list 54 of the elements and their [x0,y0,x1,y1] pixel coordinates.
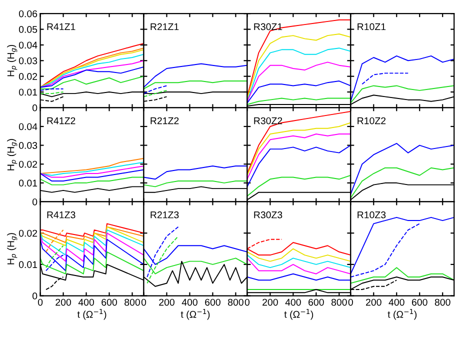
y-tick-label: 0 [32,292,38,300]
x-tick-label: 400 [285,298,301,306]
y-axis-title: H$_{p}$ (H$_{g}$) [7,44,18,76]
x-tick-label: 200 [262,298,278,306]
x-tick-label: 0 [348,298,353,306]
x-tick-label: 400 [388,298,404,306]
text: R10Z1 [358,23,386,30]
y-tick-label: 0.01 [18,88,38,96]
y-tick-label: 0 [32,198,38,206]
y-tick-label: 0.02 [18,230,38,237]
text: R30Z3 [254,211,282,218]
y-axis-title: H$_{p}$ (H$_{g}$) [7,139,18,170]
x-tick-label: 0 [244,298,250,306]
x-tick-label: 200 [159,298,174,306]
x-tick-label: 0 [141,298,146,306]
x-tick-label: 200 [366,298,382,306]
x-tick-label: 600 [102,298,117,306]
text: R41Z1 [47,23,76,30]
y-tick-label: 0.06 [18,10,38,18]
text: R41Z3 [47,211,76,218]
text: R41Z2 [47,117,76,124]
y-axis-title: H$_{p}$ (H$_{g}$) [7,233,18,264]
x-tick-label: 800 [124,298,140,306]
x-tick-label: 400 [182,298,198,306]
y-tick-label: 0.05 [18,26,38,33]
y-tick-label: 0.04 [18,123,38,130]
x-tick-label: 800 [331,298,347,306]
y-tick-label: 0.04 [18,42,38,49]
x-axis-title: t (Ω$^{−1}$) [180,309,210,320]
x-axis-title: t (Ω$^{−1}$) [77,309,106,320]
y-tick-label: 0.03 [18,57,38,64]
x-tick-label: 600 [205,298,220,306]
x-tick-label: 400 [78,298,94,306]
x-tick-label: 800 [434,298,450,306]
text: R10Z3 [358,211,386,218]
y-tick-label: 0.01 [18,180,38,187]
x-tick-label: 0 [38,298,43,306]
x-tick-label: 600 [412,298,428,306]
x-tick-label: 800 [228,298,244,306]
x-axis-title: t (Ω$^{−1}$) [284,309,314,320]
text: R30Z2 [254,117,282,124]
x-axis-title: t (Ω$^{−1}$) [388,309,417,320]
x-tick-label: 200 [56,298,72,306]
text: R21Z1 [150,23,179,30]
y-tick-label: 0.01 [18,261,38,268]
text: R21Z3 [150,211,179,218]
text: R10Z2 [358,117,386,124]
y-tick-label: 0 [32,104,38,112]
y-tick-label: 0.02 [18,160,38,168]
text: R30Z1 [254,23,282,30]
y-tick-label: 0.03 [18,142,38,149]
x-tick-label: 600 [308,298,324,306]
text: R21Z2 [150,117,179,124]
y-tick-label: 0.02 [18,73,38,80]
